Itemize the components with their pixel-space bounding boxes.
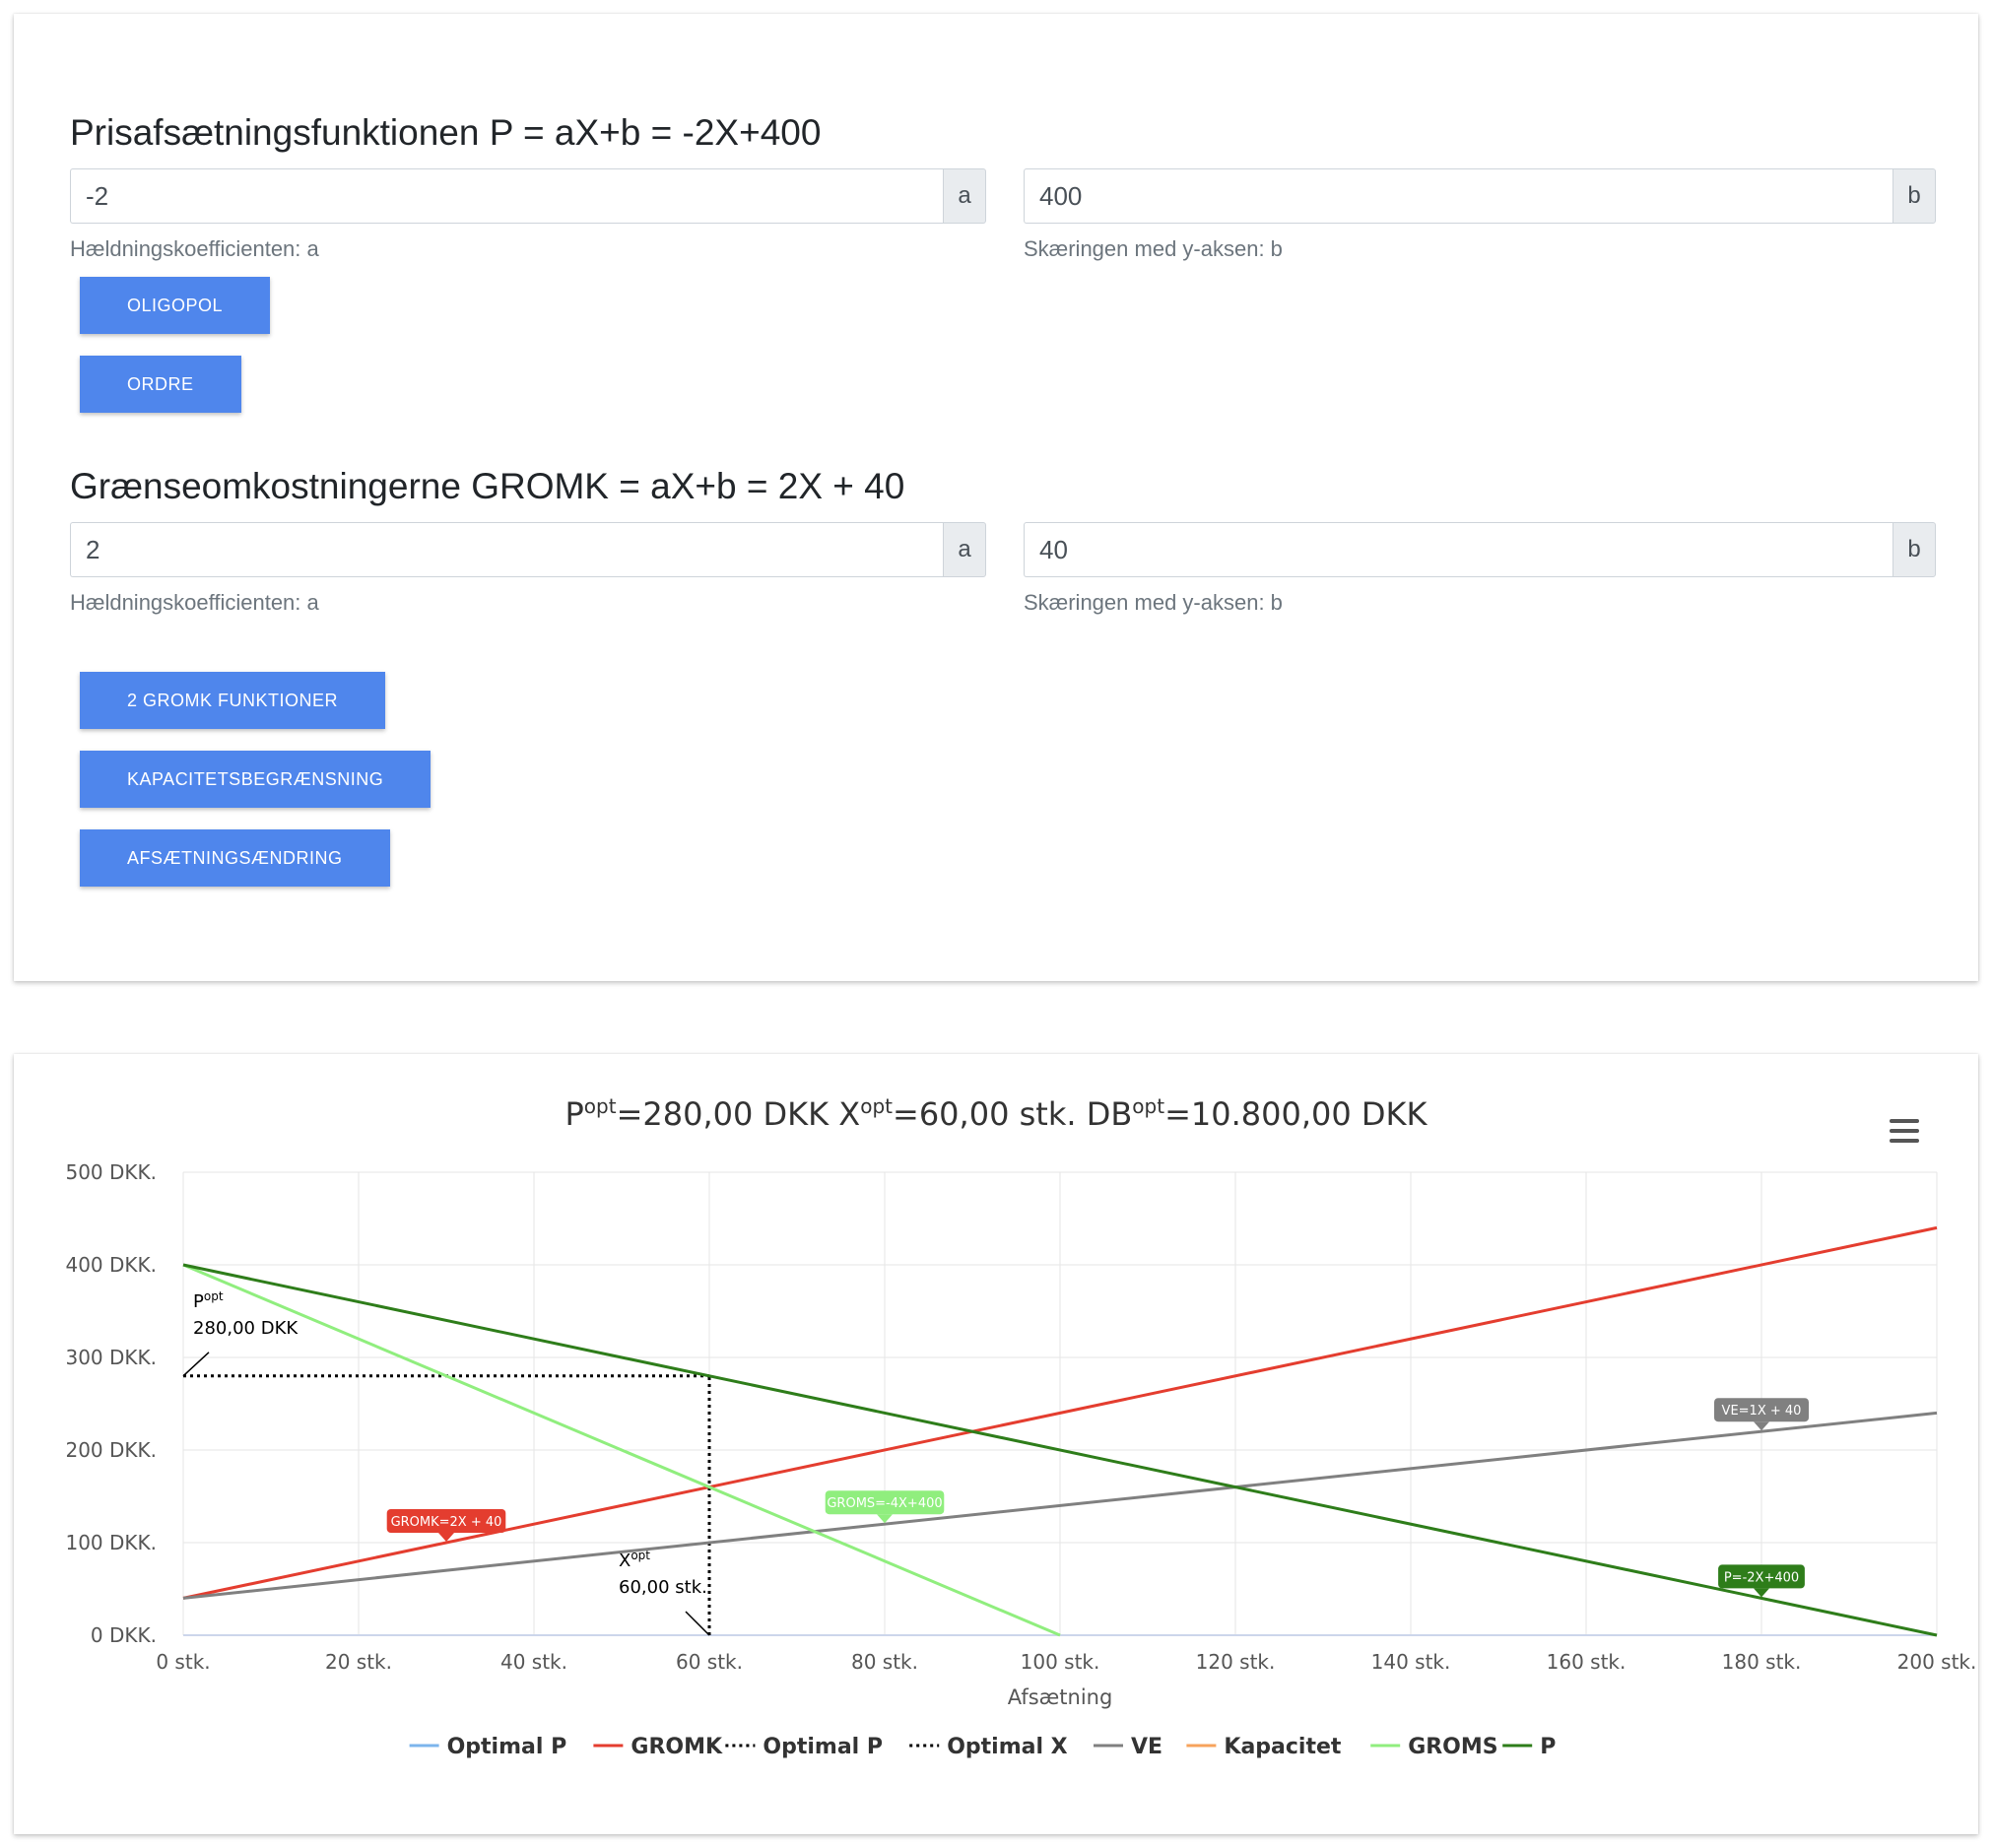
annotation-value: 280,00 DKK: [193, 1318, 299, 1339]
series-flag-pointer: [1754, 1588, 1769, 1598]
cost-intercept-input[interactable]: [1024, 522, 1892, 577]
legend-item-gromk[interactable]: GROMK: [593, 1735, 723, 1759]
cost-function-title: Grænseomkostningerne GROMK = aX+b = 2X +…: [70, 466, 905, 506]
legend-label: Optimal P: [763, 1735, 883, 1759]
demand-function-title: Prisafsætningsfunktionen P = aX+b = -2X+…: [70, 112, 822, 153]
ordre-button[interactable]: ORDRE: [80, 356, 241, 413]
annotation-pointer: [182, 1352, 210, 1377]
cost-b-help: Skæringen med y-aksen: b: [1024, 590, 1283, 615]
two-gromk-functions-button[interactable]: 2 GROMK FUNKTIONER: [80, 672, 386, 729]
cost-b-input-group: b: [1024, 522, 1936, 577]
series-flag-label: VE=1X + 40: [1722, 1404, 1802, 1419]
series-flag: [386, 1509, 506, 1533]
series-line-gromk: [182, 1225, 1938, 1600]
demand-change-button[interactable]: AFSÆTNINGSÆNDRING: [80, 829, 390, 887]
demand-b-help: Skæringen med y-aksen: b: [1024, 236, 1283, 261]
chart-card: Popt=280,00 DKK Xopt=60,00 stk. DBopt=10…: [14, 1054, 1978, 1834]
annotation-value: 60,00 stk.: [619, 1577, 707, 1598]
legend-item-ve[interactable]: VE: [1094, 1735, 1162, 1759]
demand-a-input-group: a: [70, 168, 986, 224]
y-tick-label: 300 DKK.: [65, 1346, 157, 1369]
x-tick-label: 20 stk.: [325, 1650, 392, 1674]
series-flag: [1718, 1564, 1805, 1589]
legend-label: GROMS: [1408, 1735, 1497, 1759]
y-tick-label: 0 DKK.: [91, 1623, 157, 1647]
x-tick-label: 160 stk.: [1547, 1650, 1627, 1674]
legend-label: VE: [1131, 1735, 1162, 1759]
hamburger-menu-icon[interactable]: [1886, 1117, 1919, 1149]
legend-label: P: [1540, 1735, 1556, 1759]
function-input-card: Prisafsætningsfunktionen P = aX+b = -2X+…: [14, 14, 1978, 981]
capacity-limit-button[interactable]: KAPACITETSBEGRÆNSNING: [80, 751, 432, 808]
series-flag-label: GROMS=-4X+400: [827, 1496, 942, 1511]
chart-svg: Popt=280,00 DKK Xopt=60,00 stk. DBopt=10…: [65, 1094, 1976, 1759]
legend-item-groms[interactable]: GROMS: [1370, 1735, 1498, 1759]
y-tick-label: 100 DKK.: [65, 1531, 157, 1554]
series-flag-pointer: [877, 1514, 893, 1524]
plot-area: 0 stk. 20 stk. 40 stk. 60 stk. 80 stk. 100 st…: [65, 1160, 1976, 1709]
chart-legend: Optimal P GROMK Optimal P Optimal X VE Kapaci…: [409, 1735, 1556, 1759]
x-tick-label: 120 stk.: [1196, 1650, 1276, 1674]
chart-title: Popt=280,00 DKK Xopt=60,00 stk. DBopt=10…: [564, 1094, 1428, 1133]
cost-a-addon: a: [943, 522, 986, 577]
y-tick-label: 500 DKK.: [65, 1160, 157, 1184]
cost-slope-input[interactable]: [70, 522, 943, 577]
annotation-label: Xopt: [619, 1549, 650, 1571]
x-tick-label: 140 stk.: [1371, 1650, 1451, 1674]
cost-a-input-group: a: [70, 522, 986, 577]
annotation-label: Popt: [193, 1289, 224, 1312]
series-flag-label: GROMK=2X + 40: [391, 1515, 502, 1530]
demand-a-help: Hældningskoefficienten: a: [70, 236, 319, 261]
x-tick-label: 60 stk.: [676, 1650, 743, 1674]
legend-item-optimal-p[interactable]: Optimal P: [725, 1735, 883, 1759]
series-flag: [825, 1490, 945, 1515]
x-tick-label: 80 stk.: [851, 1650, 918, 1674]
x-tick-label: 0 stk.: [156, 1650, 210, 1674]
series-line-groms: [182, 1263, 1061, 1637]
demand-b-addon: b: [1892, 168, 1936, 224]
legend-item-optimal-p[interactable]: Optimal P: [409, 1735, 567, 1759]
demand-intercept-input[interactable]: [1024, 168, 1892, 224]
cost-b-addon: b: [1892, 522, 1936, 577]
demand-b-input-group: b: [1024, 168, 1936, 224]
demand-a-addon: a: [943, 168, 986, 224]
demand-slope-input[interactable]: [70, 168, 943, 224]
series-flag-label: P=-2X+400: [1724, 1570, 1799, 1585]
legend-label: GROMK: [631, 1735, 723, 1759]
y-tick-label: 400 DKK.: [65, 1253, 157, 1277]
legend-item-p[interactable]: P: [1502, 1735, 1556, 1759]
x-tick-label: 180 stk.: [1722, 1650, 1802, 1674]
legend-label: Optimal P: [447, 1735, 567, 1759]
legend-label: Kapacitet: [1224, 1735, 1342, 1759]
x-axis-title: Afsætning: [1008, 1685, 1113, 1709]
x-tick-label: 200 stk.: [1897, 1650, 1977, 1674]
series-line-ve: [182, 1411, 1938, 1600]
series-line-p: [182, 1263, 1938, 1637]
legend-label: Optimal X: [947, 1735, 1067, 1759]
x-tick-label: 40 stk.: [500, 1650, 567, 1674]
oligopol-button[interactable]: OLIGOPOL: [80, 277, 271, 334]
annotation-pointer: [685, 1611, 710, 1636]
series-flag-pointer: [1754, 1421, 1769, 1431]
x-tick-label: 100 stk.: [1021, 1650, 1100, 1674]
legend-item-optimal-x[interactable]: Optimal X: [909, 1735, 1068, 1759]
y-tick-label: 200 DKK.: [65, 1438, 157, 1462]
series-flag: [1714, 1398, 1809, 1422]
cost-a-help: Hældningskoefficienten: a: [70, 590, 319, 615]
legend-item-kapacitet[interactable]: Kapacitet: [1186, 1735, 1342, 1759]
series-flag-pointer: [438, 1533, 454, 1542]
